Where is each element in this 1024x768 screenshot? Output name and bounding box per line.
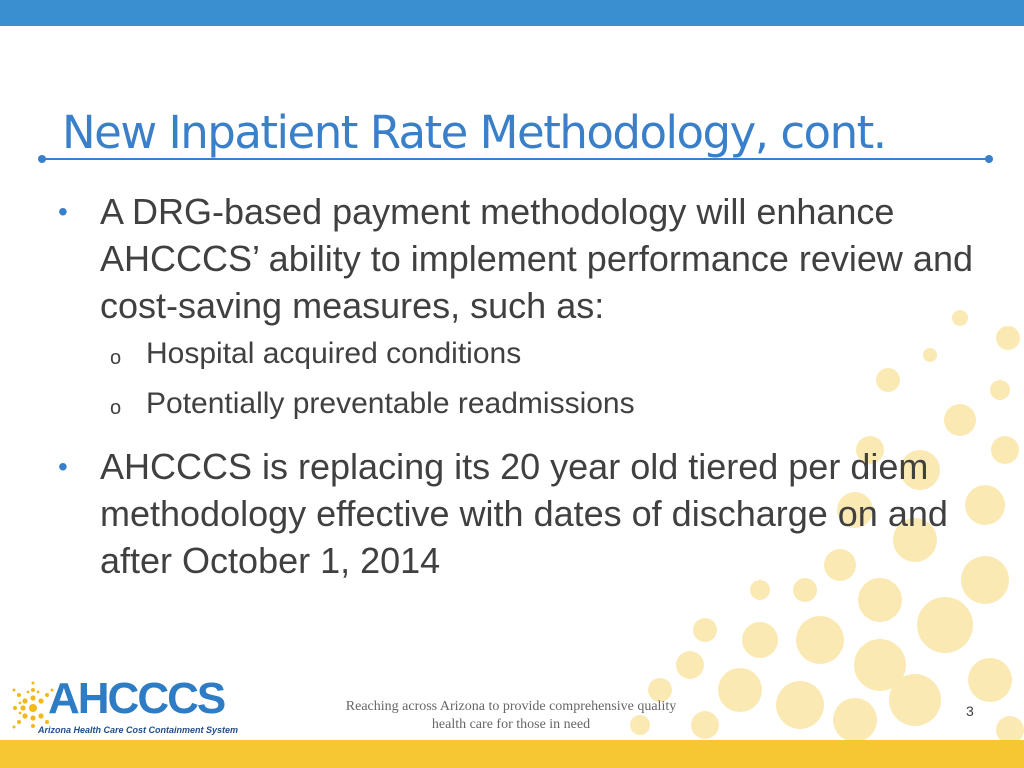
slide-title: New Inpatient Rate Methodology, cont. — [62, 106, 886, 159]
sub-bullet-readmissions: o Potentially preventable readmissions — [58, 379, 988, 429]
sub-bullet-marker: o — [110, 383, 121, 433]
bullet-replacing-per-diem: • AHCCCS is replacing its 20 year old ti… — [58, 443, 988, 584]
sub-bullet-text: Potentially preventable readmissions — [146, 387, 635, 420]
logo-tagline: Arizona Health Care Cost Containment Sys… — [38, 725, 238, 735]
slide-body: • A DRG-based payment methodology will e… — [58, 188, 988, 584]
sub-bullet-text: Hospital acquired conditions — [146, 337, 521, 370]
underline-left-dot — [38, 155, 46, 163]
logo-wordmark: AHCCCS — [48, 674, 224, 724]
bullet-drg-methodology: • A DRG-based payment methodology will e… — [58, 188, 988, 329]
page-number: 3 — [966, 703, 974, 719]
bullet-text: AHCCCS is replacing its 20 year old tier… — [100, 446, 948, 581]
footer-tagline: Reaching across Arizona to provide compr… — [340, 698, 682, 734]
bottom-accent-bar — [0, 740, 1024, 768]
sub-bullet-marker: o — [110, 333, 121, 383]
title-underline — [42, 158, 990, 160]
underline-right-dot — [985, 155, 993, 163]
bullet-marker: • — [58, 443, 68, 490]
sub-bullet-hospital-acquired: o Hospital acquired conditions — [58, 329, 988, 379]
ahcccs-logo: AHCCCS Arizona Health Care Cost Containm… — [10, 672, 250, 740]
bullet-text: A DRG-based payment methodology will enh… — [100, 191, 973, 326]
bullet-marker: • — [58, 188, 68, 235]
